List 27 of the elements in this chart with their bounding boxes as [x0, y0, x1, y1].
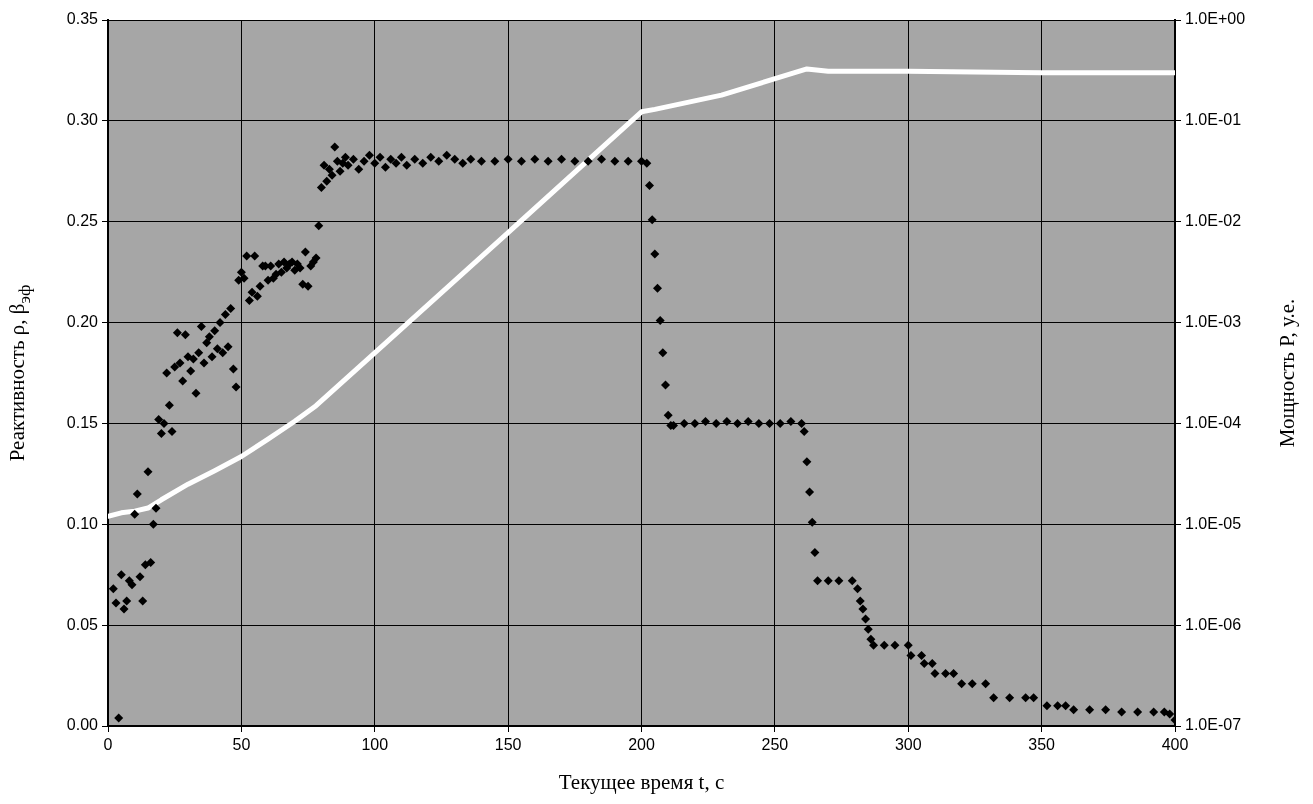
- y2-tick-label: 1.0E-02: [1185, 212, 1242, 230]
- y2-tick-label: 1.0E+00: [1185, 10, 1246, 28]
- y-tick-label: 0.05: [66, 615, 99, 633]
- y2-axis-title: Мощность P, у.е.: [1274, 298, 1300, 448]
- y-tick-label: 0.20: [66, 312, 99, 330]
- y2-tick-label: 1.0E-05: [1185, 514, 1242, 532]
- y-tick-label: 0.25: [66, 212, 99, 230]
- x-tick-label: 0: [103, 736, 113, 754]
- x-tick-label: 200: [628, 736, 655, 754]
- x-tick-label: 300: [894, 736, 922, 754]
- y-tick-label: 0.30: [66, 111, 99, 129]
- x-axis-title: Текущее время t, с: [558, 770, 725, 795]
- x-tick-label: 250: [761, 736, 789, 754]
- y2-tick-label: 1.0E-04: [1185, 413, 1242, 431]
- y-tick-label: 0.15: [66, 413, 99, 431]
- y2-tick-label: 1.0E-07: [1185, 716, 1242, 734]
- y-tick-label: 0.00: [66, 716, 99, 734]
- y2-tick-label: 1.0E-06: [1185, 615, 1242, 633]
- y2-tick-label: 1.0E-03: [1185, 312, 1242, 330]
- x-tick-label: 50: [232, 736, 251, 754]
- x-tick-label: 100: [361, 736, 389, 754]
- x-tick-label: 350: [1028, 736, 1056, 754]
- y-tick-label: 0.10: [66, 514, 99, 532]
- x-tick-label: 400: [1161, 736, 1189, 754]
- x-tick-label: 150: [494, 736, 522, 754]
- y-tick-label: 0.35: [66, 10, 99, 28]
- y2-tick-label: 1.0E-01: [1185, 111, 1242, 129]
